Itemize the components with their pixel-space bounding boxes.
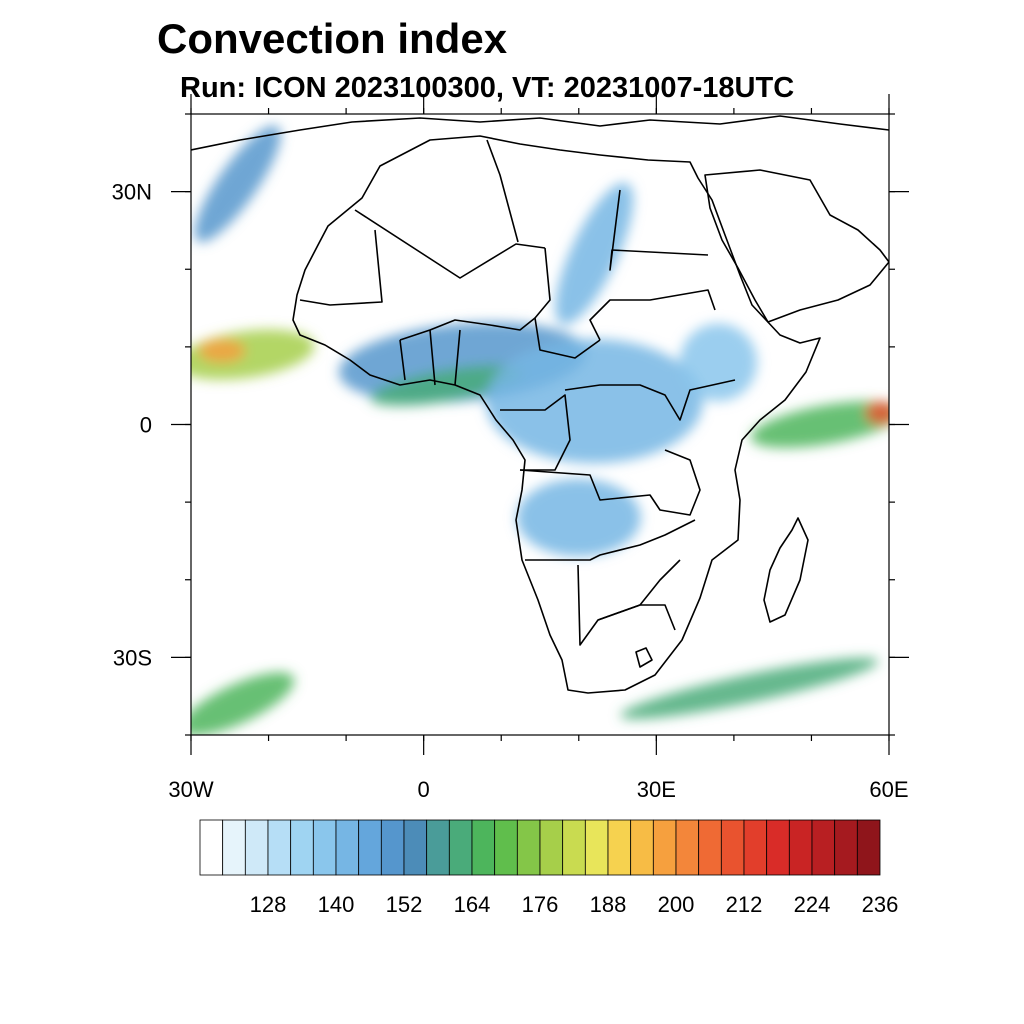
- lat-tick-label: 0: [140, 413, 152, 438]
- field-region-indian-ocean-core: [865, 401, 889, 425]
- colorbar-swatch: [426, 819, 450, 876]
- colorbar-swatch: [630, 819, 654, 876]
- colorbar-swatch: [811, 819, 836, 876]
- field-region-central-africa: [485, 339, 703, 464]
- colorbar-swatch: [856, 819, 881, 876]
- border-line: [635, 647, 653, 668]
- field-region-sw-atlantic-front: [191, 672, 295, 735]
- axis-ticks: [171, 94, 909, 755]
- coastlines-and-borders: [191, 115, 889, 694]
- colorbar-swatch: [267, 819, 292, 876]
- colorbar-swatch: [698, 819, 722, 876]
- field-region-gulf-of-guinea: [370, 365, 524, 407]
- colorbar-swatch: [607, 819, 632, 876]
- colorbar-swatch: [834, 819, 858, 876]
- colorbar-swatch: [471, 819, 496, 876]
- axis-tick-labels: 30W 0 30E 60E 30N 0 30S: [112, 180, 909, 802]
- colorbar-label: 224: [794, 892, 831, 917]
- lon-tick-label: 30E: [637, 777, 676, 802]
- colorbar-swatch: [675, 819, 700, 876]
- border-line: [399, 329, 461, 386]
- colorbar-label: 164: [454, 892, 491, 917]
- colorbar-swatch: [652, 819, 677, 876]
- colorbar-label: 152: [386, 892, 423, 917]
- field-region-atlantic-nw: [194, 125, 281, 243]
- border-line: [354, 209, 546, 279]
- africa-coastline: [292, 135, 821, 694]
- border-line: [597, 604, 676, 631]
- colorbar-label: 236: [862, 892, 899, 917]
- europe-coastline: [191, 115, 889, 151]
- colorbar-swatch: [494, 819, 518, 876]
- field-region-ethiopia: [679, 323, 758, 402]
- colorbar-swatch: [562, 819, 586, 876]
- colorbar-swatch: [539, 819, 564, 876]
- colorbar-swatch: [244, 819, 269, 876]
- colorbar-swatch: [584, 819, 609, 876]
- colorbar-label: 128: [250, 892, 287, 917]
- lon-tick-label: 60E: [869, 777, 908, 802]
- arabia-coastline: [704, 169, 889, 323]
- colorbar-swatch: [199, 819, 224, 876]
- map-subtitle: Run: ICON 2023100300, VT: 20231007-18UTC: [180, 72, 795, 104]
- border-line: [399, 317, 536, 341]
- field-region-south-africa-front: [620, 657, 879, 720]
- colorbar-swatch: [312, 819, 337, 876]
- border-line: [486, 139, 519, 243]
- border-line: [589, 289, 716, 341]
- colorbar: 128 140 152 164 176 188 200 212 224 236: [199, 819, 899, 917]
- border-line: [500, 394, 571, 471]
- lat-tick-label: 30N: [112, 180, 152, 205]
- colorbar-swatch: [403, 819, 428, 876]
- lat-tick-label: 30S: [113, 645, 152, 670]
- colorbar-swatch: [222, 819, 246, 876]
- colorbar-label: 140: [318, 892, 355, 917]
- colorbar-label: 188: [590, 892, 627, 917]
- colorbar-label: 200: [658, 892, 695, 917]
- lon-tick-label: 30W: [168, 777, 213, 802]
- colorbar-label: 212: [726, 892, 763, 917]
- colorbar-swatch: [743, 819, 768, 876]
- colorbar-swatch: [290, 819, 314, 876]
- map-title: Convection index: [157, 15, 508, 62]
- colorbar-swatch: [516, 819, 541, 876]
- border-line: [534, 247, 601, 359]
- border-line: [519, 449, 701, 516]
- border-line: [299, 229, 383, 306]
- colorbar-swatch: [720, 819, 745, 876]
- colorbar-swatch: [766, 819, 790, 876]
- field-region-itcz-atlantic-core: [198, 339, 246, 363]
- field-region-itcz-atlantic: [191, 329, 315, 380]
- colorbar-swatch: [788, 819, 813, 876]
- colorbar-label: 176: [522, 892, 559, 917]
- colorbar-swatch: [358, 819, 382, 876]
- colorbar-swatch: [448, 819, 473, 876]
- lon-tick-label: 0: [418, 777, 430, 802]
- border-line: [525, 519, 696, 561]
- colorbar-swatch: [335, 819, 360, 876]
- field-region-angola-zambia: [516, 478, 641, 557]
- border-line: [609, 189, 709, 271]
- border-line: [577, 559, 681, 646]
- border-line: [564, 379, 736, 421]
- field-region-east-africa-coast: [750, 401, 889, 448]
- field-region-sudan-band: [555, 182, 634, 325]
- madagascar-coastline: [763, 517, 809, 623]
- colorbar-swatch: [380, 819, 405, 876]
- convection-field: [191, 125, 889, 735]
